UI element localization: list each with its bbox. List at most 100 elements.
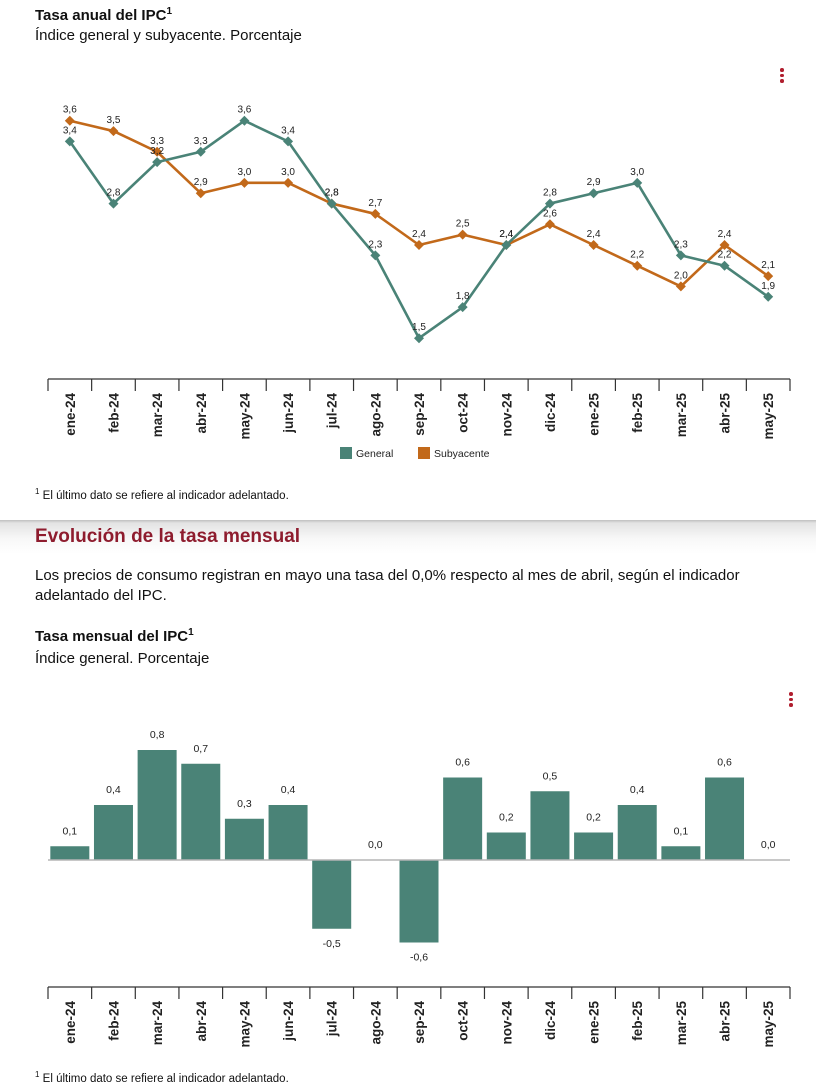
bar[interactable]: [268, 805, 308, 860]
data-point-subyacente[interactable]: [108, 126, 119, 137]
bar-label: 0,0: [368, 839, 383, 851]
monthly-chart-menu-icon[interactable]: [788, 692, 794, 709]
data-label-general: 2,3: [368, 239, 382, 250]
data-point-general[interactable]: [152, 157, 163, 168]
data-label-subyacente: 3,0: [237, 167, 251, 178]
data-label-general: 2,8: [325, 188, 339, 199]
data-label-general: 2,9: [587, 177, 601, 188]
data-label-general: 2,4: [499, 229, 513, 240]
data-point-subyacente[interactable]: [370, 208, 381, 219]
bar[interactable]: [530, 791, 570, 860]
data-point-general[interactable]: [370, 250, 381, 261]
annual-chart-title: Tasa anual del IPC1: [35, 6, 172, 24]
bar-label: 0,5: [543, 770, 558, 782]
legend-label-subyacente[interactable]: Subyacente: [434, 448, 490, 460]
x-tick-label: may-24: [237, 1001, 252, 1048]
data-point-subyacente[interactable]: [544, 219, 555, 230]
data-label-subyacente: 3,3: [150, 136, 164, 147]
data-point-subyacente[interactable]: [283, 177, 294, 188]
data-point-general[interactable]: [414, 333, 424, 344]
bar[interactable]: [137, 750, 177, 860]
bar[interactable]: [93, 805, 133, 860]
bar-label: 0,2: [586, 812, 601, 824]
x-tick-label: ene-25: [587, 393, 602, 436]
data-point-general[interactable]: [544, 198, 555, 209]
bar[interactable]: [399, 860, 439, 943]
data-point-subyacente[interactable]: [632, 260, 643, 271]
data-label-general: 3,2: [150, 146, 164, 157]
bar[interactable]: [617, 805, 657, 860]
data-point-subyacente[interactable]: [588, 240, 599, 250]
series-line-subyacente: [69, 119, 769, 288]
data-point-general[interactable]: [283, 136, 294, 147]
data-point-subyacente[interactable]: [675, 281, 686, 292]
x-tick-label: feb-25: [630, 393, 645, 433]
x-tick-label: mar-24: [150, 1001, 165, 1046]
data-point-subyacente[interactable]: [152, 146, 163, 157]
data-label-subyacente: 3,0: [281, 167, 295, 178]
data-point-subyacente[interactable]: [239, 177, 250, 188]
bar-label: 0,4: [106, 784, 121, 796]
data-point-general[interactable]: [239, 115, 250, 126]
x-tick-label: ago-24: [368, 1001, 383, 1045]
data-point-general[interactable]: [588, 188, 599, 199]
bar[interactable]: [312, 860, 352, 929]
legend-swatch-subyacente[interactable]: [418, 447, 430, 459]
data-label-general: 3,4: [281, 125, 295, 136]
x-tick-label: sep-24: [412, 393, 427, 436]
data-point-general[interactable]: [457, 302, 468, 313]
data-label-general: 3,6: [237, 105, 251, 116]
data-point-subyacente[interactable]: [64, 115, 75, 126]
data-point-subyacente[interactable]: [414, 240, 424, 250]
data-point-subyacente[interactable]: [763, 271, 774, 282]
x-tick-label: dic-24: [543, 393, 558, 433]
x-tick-label: nov-24: [499, 393, 514, 437]
monthly-footnote: 1 El último dato se refiere al indicador…: [35, 1070, 289, 1085]
bar[interactable]: [486, 832, 526, 861]
data-label-subyacente: 2,7: [368, 198, 382, 209]
bar[interactable]: [181, 763, 221, 860]
bar[interactable]: [443, 777, 483, 861]
bar[interactable]: [661, 846, 701, 860]
data-point-general[interactable]: [108, 198, 119, 209]
data-point-subyacente[interactable]: [719, 240, 730, 250]
x-tick-label: ene-24: [63, 393, 78, 436]
data-point-general[interactable]: [501, 240, 512, 250]
bar[interactable]: [50, 846, 90, 860]
x-tick-label: may-24: [237, 393, 252, 440]
section-paragraph: Los precios de consumo registran en mayo…: [35, 567, 740, 604]
monthly-chart-title: Tasa mensual del IPC1: [35, 627, 194, 645]
data-point-subyacente[interactable]: [457, 229, 468, 240]
annual-chart-menu-icon[interactable]: [779, 68, 785, 85]
bar-label: 0,4: [281, 784, 296, 796]
bar-label: 0,0: [761, 839, 776, 851]
data-point-general[interactable]: [64, 136, 75, 147]
data-point-general[interactable]: [719, 260, 730, 271]
bar-label: 0,4: [630, 784, 645, 796]
bar-label: 0,2: [499, 812, 514, 824]
data-label-subyacente: 2,2: [630, 250, 644, 261]
bar[interactable]: [224, 818, 264, 860]
bar-label: 0,6: [455, 757, 470, 769]
data-point-general[interactable]: [763, 291, 774, 302]
x-tick-label: mar-24: [150, 393, 165, 438]
data-label-general: 2,2: [718, 250, 732, 261]
x-tick-label: ago-24: [368, 393, 383, 437]
bar[interactable]: [705, 777, 745, 861]
x-tick-label: ene-24: [63, 1001, 78, 1044]
section-band: [0, 520, 816, 554]
data-label-general: 1,5: [412, 322, 426, 333]
section-heading: Evolución de la tasa mensual: [35, 526, 301, 547]
data-label-general: 3,3: [194, 136, 208, 147]
data-label-general: 2,8: [543, 188, 557, 199]
data-point-general[interactable]: [632, 177, 643, 188]
annual-footnote: 1 El último dato se refiere al indicador…: [35, 487, 289, 502]
data-label-subyacente: 2,0: [674, 270, 688, 281]
legend-swatch-general[interactable]: [340, 447, 352, 459]
data-point-subyacente[interactable]: [195, 188, 206, 199]
legend-label-general[interactable]: General: [356, 448, 393, 460]
bar[interactable]: [574, 832, 614, 861]
data-point-general[interactable]: [326, 198, 337, 209]
data-point-general[interactable]: [195, 146, 206, 157]
data-point-general[interactable]: [675, 250, 686, 261]
